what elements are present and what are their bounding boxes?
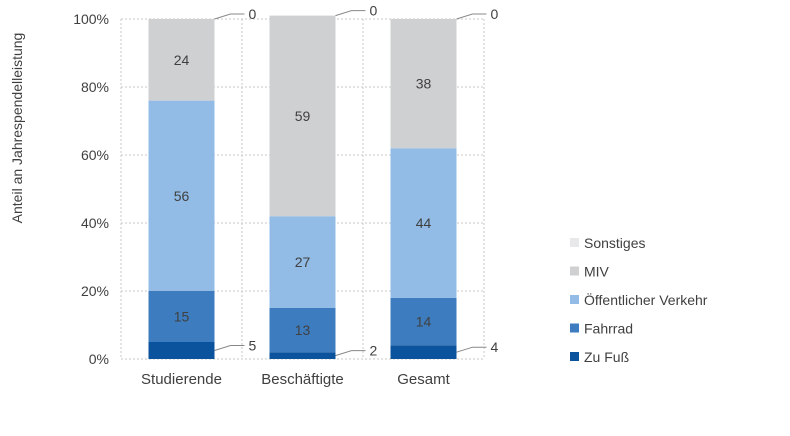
value-label-zu-fuß: 2 [370,343,378,359]
legend-swatch-zu-fuß [570,352,579,361]
bar-segment-fahrrad [148,291,215,342]
value-labels: 5 15 56 24 0 2 13 27 59 0 4 14 44 38 0 [174,3,499,359]
value-label-zu-fuß: 4 [491,339,499,355]
bar-segment-fahrrad [390,297,457,346]
leader-line [214,345,245,351]
x-category-label: Beschäftigte [261,371,344,388]
y-axis-ticks: 0% 20% 40% 60% 80% 100% [73,11,109,367]
value-label-miv: 59 [295,108,311,124]
legend-swatch-öffentlicher-verkehr [570,295,579,304]
bar-segment-fahrrad [269,308,336,353]
legend-label-öffentlicher-verkehr: Öffentlicher Verkehr [584,291,708,308]
leader-line [456,13,487,20]
bar-segment-öffentlicher-verkehr [148,100,215,291]
bar-segment-miv [390,19,457,149]
value-label-miv: 24 [174,52,190,68]
leader-line [335,10,366,17]
value-label-öffentlicher-verkehr: 44 [416,215,432,231]
leader-line [456,346,487,353]
category-labels: Studierende Beschäftigte Gesamt [141,371,451,388]
value-label-fahrrad: 14 [416,314,432,330]
y-tick-label: 0% [89,351,109,367]
x-category-label: Gesamt [397,371,450,388]
legend-label-miv: MIV [584,264,610,280]
legend-label-sonstiges: Sonstiges [584,235,645,251]
legend-swatch-sonstiges [570,238,579,247]
value-label-zu-fuß: 5 [249,338,257,354]
bar-segment-öffentlicher-verkehr [269,216,336,308]
bar-segment-zu-fuß [148,342,215,359]
legend: Sonstiges MIV Öffentlicher Verkehr Fahrrad Z… [570,235,708,365]
legend-swatch-fahrrad [570,323,579,333]
y-tick-label: 100% [73,11,109,27]
bar-segment-miv [148,19,215,101]
x-category-label: Studierende [141,371,222,388]
value-label-fahrrad: 13 [295,322,311,338]
y-tick-label: 40% [81,215,109,231]
legend-swatch-miv [570,266,579,276]
value-label-öffentlicher-verkehr: 27 [295,254,311,270]
bar-segment-zu-fuß [269,352,336,359]
bar-segment-zu-fuß [390,345,457,359]
value-label-miv: 38 [416,76,432,92]
leader-line [335,350,366,357]
value-label-öffentlicher-verkehr: 56 [174,188,190,204]
y-tick-label: 60% [81,147,109,163]
legend-label-fahrrad: Fahrrad [584,321,633,337]
legend-label-zu-fuß: Zu Fuß [584,349,629,365]
y-axis-label: Anteil an Jahrespendelleistung [9,33,25,224]
value-label-sonstiges: 0 [249,6,257,22]
value-label-sonstiges: 0 [491,6,499,22]
leader-line [214,13,245,20]
bar-segment-öffentlicher-verkehr [390,148,457,298]
bars [148,15,457,359]
value-label-sonstiges: 0 [370,3,378,19]
y-tick-label: 80% [81,79,109,95]
bar-segment-miv [269,15,336,217]
y-tick-label: 20% [81,283,109,299]
value-label-fahrrad: 15 [174,309,190,325]
